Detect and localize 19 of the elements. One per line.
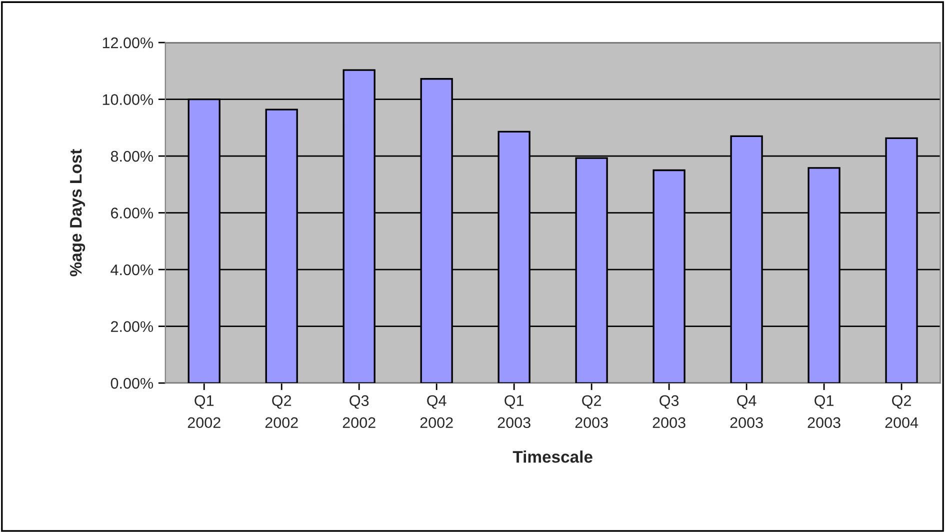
y-tick-label: 0.00% (110, 378, 154, 389)
x-tick-label: Q3 2003 (652, 395, 686, 428)
x-tick-label: Q2 2004 (885, 395, 918, 428)
x-tick-label: Q4 2003 (730, 395, 763, 428)
y-tick-label: 6.00% (111, 208, 154, 218)
y-tick-label: 8.00% (110, 150, 154, 162)
y-axis-title: %age Days Lost (70, 149, 86, 276)
x-tick-label: Q2 2002 (265, 395, 298, 428)
y-tick-label: 2.00% (111, 321, 154, 332)
x-tick-label: Q3 2002 (342, 395, 376, 428)
y-tick-label: 4.00% (110, 264, 154, 276)
x-tick-label: Q1 2003 (808, 395, 840, 428)
x-axis-title: Timescale (512, 450, 592, 463)
x-tick-label: Q2 2003 (575, 395, 608, 428)
y-tick-label: 12.00% (102, 37, 154, 48)
x-tick-label: Q4 2002 (420, 395, 453, 428)
x-tick-label: Q1 2003 (498, 395, 530, 428)
y-tick-label: 10.00% (102, 94, 154, 105)
x-tick-label: Q1 2002 (188, 395, 220, 428)
